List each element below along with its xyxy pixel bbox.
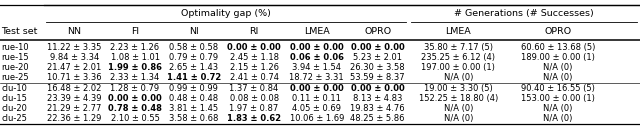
Text: N/A (0): N/A (0) (444, 104, 473, 113)
Text: 1.41 ± 0.72: 1.41 ± 0.72 (167, 73, 221, 82)
Text: 53.59 ± 8.37: 53.59 ± 8.37 (350, 73, 405, 82)
Text: clu-20: clu-20 (1, 104, 27, 113)
Text: 152.25 ± 18.80 (4): 152.25 ± 18.80 (4) (419, 94, 498, 103)
Text: N/A (0): N/A (0) (444, 114, 473, 123)
Text: 0.99 ± 0.99: 0.99 ± 0.99 (170, 84, 218, 93)
Text: 9.84 ± 3.34: 9.84 ± 3.34 (50, 53, 99, 62)
Text: LMEA: LMEA (304, 27, 330, 36)
Text: 3.94 ± 1.54: 3.94 ± 1.54 (292, 63, 341, 72)
Text: 197.00 ± 0.00 (1): 197.00 ± 0.00 (1) (421, 63, 495, 72)
Text: 0.58 ± 0.58: 0.58 ± 0.58 (170, 43, 218, 52)
Text: 8.13 ± 4.83: 8.13 ± 4.83 (353, 94, 403, 103)
Text: 1.08 ± 1.01: 1.08 ± 1.01 (111, 53, 159, 62)
Text: 0.78 ± 0.48: 0.78 ± 0.48 (108, 104, 162, 113)
Text: OPRO: OPRO (364, 27, 391, 36)
Text: NI: NI (189, 27, 199, 36)
Text: 0.48 ± 0.48: 0.48 ± 0.48 (170, 94, 218, 103)
Text: 0.11 ± 0.11: 0.11 ± 0.11 (292, 94, 341, 103)
Text: 0.00 ± 0.00: 0.00 ± 0.00 (227, 43, 281, 52)
Text: 3.58 ± 0.68: 3.58 ± 0.68 (169, 114, 219, 123)
Text: rue-10: rue-10 (1, 43, 29, 52)
Text: 153.00 ± 0.00 (1): 153.00 ± 0.00 (1) (521, 94, 595, 103)
Text: 22.36 ± 1.29: 22.36 ± 1.29 (47, 114, 101, 123)
Text: 1.99 ± 0.86: 1.99 ± 0.86 (108, 63, 162, 72)
Text: 18.72 ± 3.31: 18.72 ± 3.31 (289, 73, 344, 82)
Text: 19.00 ± 3.30 (5): 19.00 ± 3.30 (5) (424, 84, 493, 93)
Text: Test set: Test set (1, 27, 38, 36)
Text: 0.00 ± 0.00: 0.00 ± 0.00 (290, 84, 344, 93)
Text: 0.00 ± 0.00: 0.00 ± 0.00 (108, 94, 162, 103)
Text: 2.41 ± 0.74: 2.41 ± 0.74 (230, 73, 278, 82)
Text: 4.05 ± 0.69: 4.05 ± 0.69 (292, 104, 341, 113)
Text: clu-15: clu-15 (1, 94, 27, 103)
Text: 2.10 ± 0.55: 2.10 ± 0.55 (111, 114, 159, 123)
Text: 1.83 ± 0.62: 1.83 ± 0.62 (227, 114, 281, 123)
Text: 189.00 ± 0.00 (1): 189.00 ± 0.00 (1) (521, 53, 595, 62)
Text: OPRO: OPRO (545, 27, 572, 36)
Text: LMEA: LMEA (445, 27, 471, 36)
Text: rue-20: rue-20 (1, 63, 29, 72)
Text: 19.83 ± 4.76: 19.83 ± 4.76 (350, 104, 405, 113)
Text: rue-15: rue-15 (1, 53, 29, 62)
Text: N/A (0): N/A (0) (543, 63, 573, 72)
Text: N/A (0): N/A (0) (543, 104, 573, 113)
Text: 0.08 ± 0.08: 0.08 ± 0.08 (230, 94, 278, 103)
Text: 2.15 ± 1.26: 2.15 ± 1.26 (230, 63, 278, 72)
Text: 10.71 ± 3.36: 10.71 ± 3.36 (47, 73, 102, 82)
Text: 2.33 ± 1.34: 2.33 ± 1.34 (111, 73, 159, 82)
Text: 21.47 ± 2.01: 21.47 ± 2.01 (47, 63, 101, 72)
Text: RI: RI (250, 27, 259, 36)
Text: 16.48 ± 2.02: 16.48 ± 2.02 (47, 84, 101, 93)
Text: 1.37 ± 0.84: 1.37 ± 0.84 (230, 84, 278, 93)
Text: 10.06 ± 1.69: 10.06 ± 1.69 (290, 114, 344, 123)
Text: # Generations (# Successes): # Generations (# Successes) (454, 9, 594, 18)
Text: 2.65 ± 1.43: 2.65 ± 1.43 (170, 63, 218, 72)
Text: 35.80 ± 7.17 (5): 35.80 ± 7.17 (5) (424, 43, 493, 52)
Text: clu-10: clu-10 (1, 84, 27, 93)
Text: clu-25: clu-25 (1, 114, 27, 123)
Text: 21.29 ± 2.77: 21.29 ± 2.77 (47, 104, 101, 113)
Text: NN: NN (67, 27, 81, 36)
Text: 2.23 ± 1.26: 2.23 ± 1.26 (111, 43, 159, 52)
Text: 0.00 ± 0.00: 0.00 ± 0.00 (351, 43, 404, 52)
Text: 90.40 ± 16.55 (5): 90.40 ± 16.55 (5) (521, 84, 595, 93)
Text: 1.97 ± 0.87: 1.97 ± 0.87 (230, 104, 278, 113)
Text: 0.00 ± 0.00: 0.00 ± 0.00 (351, 84, 404, 93)
Text: 11.22 ± 3.35: 11.22 ± 3.35 (47, 43, 101, 52)
Text: 0.00 ± 0.00: 0.00 ± 0.00 (290, 43, 344, 52)
Text: 0.06 ± 0.06: 0.06 ± 0.06 (290, 53, 344, 62)
Text: 0.79 ± 0.79: 0.79 ± 0.79 (170, 53, 218, 62)
Text: 23.39 ± 4.39: 23.39 ± 4.39 (47, 94, 102, 103)
Text: FI: FI (131, 27, 139, 36)
Text: N/A (0): N/A (0) (543, 114, 573, 123)
Text: rue-25: rue-25 (1, 73, 29, 82)
Text: 3.81 ± 1.45: 3.81 ± 1.45 (170, 104, 218, 113)
Text: 5.23 ± 2.01: 5.23 ± 2.01 (353, 53, 402, 62)
Text: 60.60 ± 13.68 (5): 60.60 ± 13.68 (5) (521, 43, 595, 52)
Text: 48.25 ± 5.86: 48.25 ± 5.86 (350, 114, 405, 123)
Text: 26.30 ± 3.58: 26.30 ± 3.58 (350, 63, 405, 72)
Text: N/A (0): N/A (0) (543, 73, 573, 82)
Text: 1.28 ± 0.79: 1.28 ± 0.79 (111, 84, 159, 93)
Text: 2.45 ± 1.18: 2.45 ± 1.18 (230, 53, 278, 62)
Text: N/A (0): N/A (0) (444, 73, 473, 82)
Text: Optimality gap (%): Optimality gap (%) (181, 9, 271, 18)
Text: 235.25 ± 6.12 (4): 235.25 ± 6.12 (4) (421, 53, 495, 62)
